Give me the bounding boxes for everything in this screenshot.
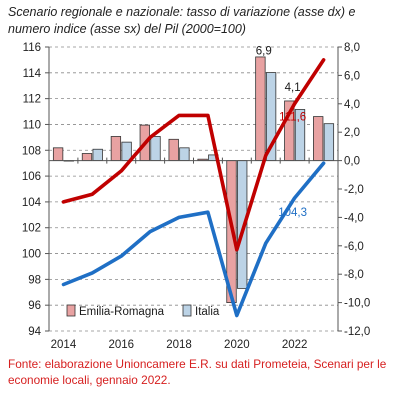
x-tick-label: 2018 (166, 339, 192, 351)
left-tick-label: 100 (22, 249, 41, 261)
x-tick-label: 2020 (224, 339, 250, 351)
bar-italia-2018 (179, 147, 190, 162)
left-tick-label: 106 (22, 171, 41, 183)
right-tick-label: -10,0 (344, 298, 370, 310)
source-note: Fonte: elaborazione Unioncamere E.R. su … (8, 357, 387, 387)
x-tick-label: 2016 (108, 339, 134, 351)
bar-emilia-romagna-2014 (52, 147, 64, 162)
right-tick-label: 6,0 (344, 70, 360, 82)
right-tick-label: -8,0 (344, 269, 364, 281)
x-tick-label: 2014 (51, 339, 77, 351)
bar-italia-2023 (323, 123, 335, 161)
left-tick-label: 116 (23, 42, 41, 54)
right-tick-label: -2,0 (344, 184, 364, 196)
left-tick-label: 102 (22, 223, 41, 235)
legend-label-emilia-romagna: Emilia-Romagna (79, 306, 165, 318)
left-tick-label: 104 (22, 197, 42, 209)
right-tick-label: 8,0 (344, 42, 360, 54)
legend-swatch-emilia-romagna (66, 304, 76, 317)
data-label: 4,1 (285, 82, 301, 94)
bar-italia-2017 (150, 136, 161, 162)
right-tick-label: -4,0 (344, 212, 364, 224)
axes: 94 96 98 100 102 104 106 108 110 112 114 116 -12,0 -1… (22, 42, 370, 351)
bar-emilia-romagna-2023 (313, 116, 324, 162)
legend-label-italia: Italia (195, 306, 220, 318)
bar-emilia-romagna-2015 (81, 153, 93, 161)
left-tick-label: 108 (22, 145, 41, 157)
legend-swatch-italia (182, 304, 192, 317)
data-label: 104,3 (278, 207, 307, 219)
line-emilia-romagna (61, 58, 326, 252)
left-tick-label: 112 (23, 94, 41, 106)
data-label: 111,6 (279, 112, 306, 124)
x-tick-label: 2022 (282, 339, 308, 351)
right-tick-label: 4,0 (344, 99, 360, 111)
chart-title: Scenario regionale e nazionale: tasso di… (8, 5, 356, 36)
line-series (61, 58, 326, 318)
bar-italia-2016 (121, 141, 132, 161)
data-label: 6,9 (256, 46, 272, 58)
left-tick-label: 98 (28, 274, 41, 286)
bar-emilia-romagna-2018 (168, 138, 179, 162)
left-tick-label: 94 (28, 326, 41, 338)
data-labels: 6,9 4,1 111,6 104,3 (256, 46, 307, 219)
bar-emilia-romagna-2021 (255, 56, 266, 162)
bar-emilia-romagna-2016 (110, 136, 122, 162)
right-tick-label: -12,0 (344, 326, 370, 338)
right-tick-label: 2,0 (344, 127, 360, 139)
legend: Emilia-Romagna Italia (66, 304, 220, 318)
left-tick-label: 96 (28, 300, 41, 312)
left-tick-label: 114 (23, 68, 42, 80)
right-tick-label: -6,0 (344, 241, 364, 253)
line-italia (61, 161, 326, 318)
bar-italia-2015 (92, 148, 103, 162)
left-tick-label: 110 (23, 119, 41, 131)
right-tick-label: 0,0 (344, 156, 360, 168)
